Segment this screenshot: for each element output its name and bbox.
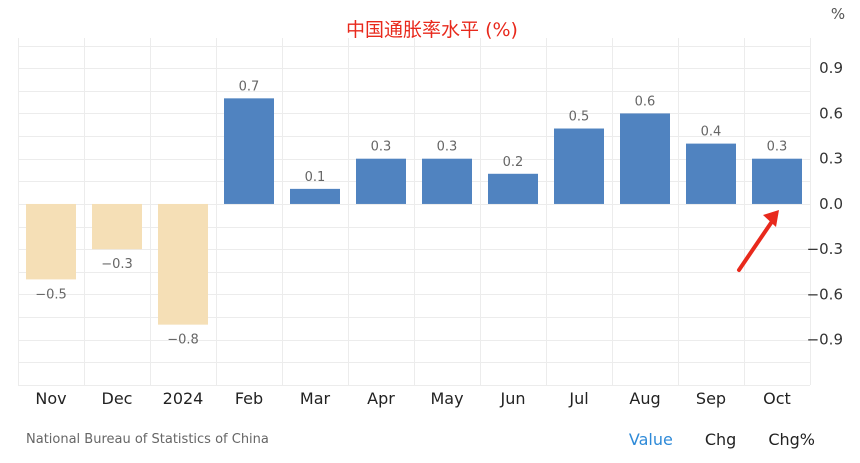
bar-nov	[26, 203, 76, 280]
x-tick-label: Feb	[235, 389, 263, 408]
tab-chg[interactable]: Chg	[704, 430, 737, 449]
bar-may	[422, 158, 472, 204]
bar-apr	[356, 158, 406, 204]
tab-chg-percent[interactable]: Chg%	[768, 430, 815, 449]
x-tick-label: Sep	[696, 389, 726, 408]
bar-dec	[92, 203, 142, 250]
y-tick-label: −0.6	[807, 285, 843, 303]
bar-2024	[158, 203, 208, 325]
annotation-arrow-head	[763, 209, 779, 227]
x-tick-label: Jun	[500, 389, 526, 408]
y-tick-label: 0.6	[819, 104, 843, 122]
y-tick-label: −0.3	[807, 240, 843, 258]
x-tick-label: May	[430, 389, 463, 408]
data-label: 0.3	[767, 140, 788, 155]
y-axis-unit-label: %	[831, 5, 845, 23]
data-label: 0.5	[569, 110, 590, 125]
data-label: 0.3	[437, 140, 458, 155]
bar-feb	[224, 98, 274, 204]
y-tick-label: −0.9	[807, 331, 843, 349]
x-tick-label: Apr	[367, 389, 395, 408]
annotation-arrow	[737, 209, 779, 272]
bar-aug	[620, 113, 670, 204]
bar-oct	[752, 158, 802, 204]
x-tick-label: Dec	[102, 389, 133, 408]
chart-title: 中国通胀率水平 (%)	[346, 19, 518, 41]
x-tick-label: 2024	[163, 389, 204, 408]
bar-jun	[488, 173, 538, 204]
y-tick-label: 0.0	[819, 195, 843, 213]
bar-sep	[686, 143, 736, 204]
y-axis: 0.9 0.6 0.3 0.0 −0.3 −0.6 −0.9	[807, 59, 843, 349]
tab-value[interactable]: Value	[628, 430, 673, 449]
data-label: 0.7	[239, 79, 260, 94]
chart: 中国通胀率水平 (%) % −0.5−0.3−0.80.70.10.3 0.30.…	[18, 5, 845, 408]
bar-mar	[290, 188, 340, 204]
data-label: 0.6	[635, 94, 656, 109]
y-tick-label: 0.3	[819, 150, 843, 168]
bars	[26, 98, 802, 325]
x-axis: Nov Dec 2024 Feb Mar Apr May Jun Jul Aug Sep Oct	[35, 389, 790, 408]
data-label: 0.4	[701, 125, 722, 140]
data-label: −0.5	[35, 287, 67, 302]
x-tick-label: Aug	[629, 389, 660, 408]
x-tick-label: Nov	[35, 389, 66, 408]
grid	[18, 38, 811, 386]
data-label: 0.1	[305, 170, 326, 185]
data-label: −0.8	[167, 333, 199, 348]
data-labels: −0.5 −0.3 −0.8 0.7 0.1 0.3 0.3 0.2 0.5 0.6 0.4 0.3	[35, 79, 787, 347]
data-label: −0.3	[101, 257, 133, 272]
x-tick-label: Oct	[763, 389, 791, 408]
x-tick-label: Mar	[300, 389, 331, 408]
annotation-arrow-shaft	[737, 217, 775, 272]
bar-jul	[554, 128, 604, 204]
x-tick-label: Jul	[568, 389, 588, 408]
tab-bar: Value Chg Chg%	[629, 430, 815, 449]
data-label: 0.3	[371, 140, 392, 155]
y-tick-label: 0.9	[819, 59, 843, 77]
source-label: National Bureau of Statistics of China	[26, 432, 269, 447]
data-label: 0.2	[503, 155, 524, 170]
